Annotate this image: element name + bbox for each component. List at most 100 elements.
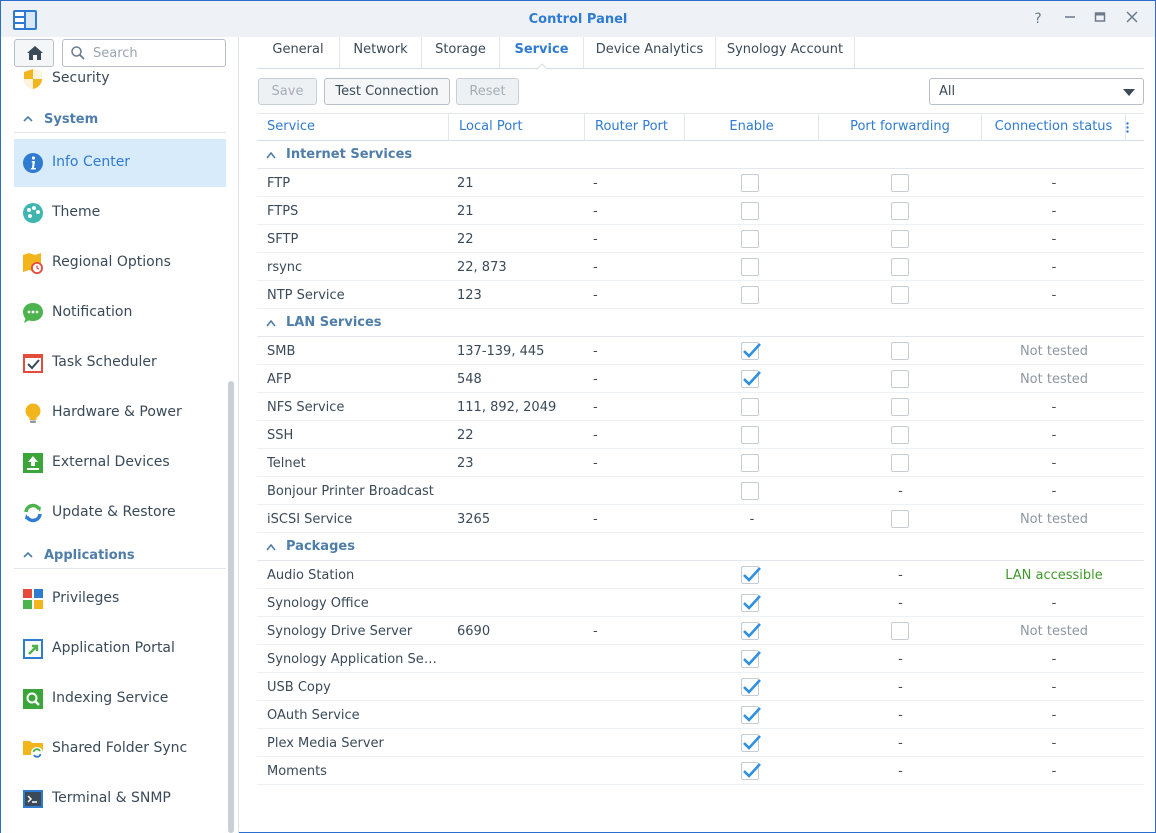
router-port-cell: -	[593, 204, 598, 219]
enable-checkbox[interactable]	[741, 258, 759, 276]
sidebar-item-regional-options[interactable]: Regional Options	[14, 239, 226, 287]
sidebar-item-theme[interactable]: Theme	[14, 189, 226, 237]
local-port-cell: 111, 892, 2049	[457, 400, 557, 415]
table-row[interactable]: Plex Media Server - -	[257, 729, 1144, 757]
search-input[interactable]	[93, 44, 218, 62]
enable-checkbox[interactable]	[741, 734, 761, 752]
enable-checkbox[interactable]	[741, 762, 761, 780]
enable-checkbox[interactable]	[741, 454, 759, 472]
test-connection-button[interactable]: Test Connection	[324, 78, 450, 105]
service-name-cell: iSCSI Service	[267, 512, 353, 527]
enable-checkbox[interactable]	[741, 286, 759, 304]
table-row[interactable]: FTPS 21 - -	[257, 197, 1144, 225]
table-row[interactable]: rsync 22, 873 - -	[257, 253, 1144, 281]
port-forwarding-checkbox[interactable]	[891, 202, 909, 220]
port-forwarding-checkbox[interactable]	[891, 370, 909, 388]
port-forwarding-checkbox[interactable]	[891, 454, 909, 472]
save-button[interactable]: Save	[258, 78, 317, 105]
title-bar: Control Panel ?	[1, 1, 1155, 37]
table-row[interactable]: AFP 548 - Not tested	[257, 365, 1144, 393]
sidebar-section-system[interactable]: System	[14, 109, 226, 133]
enable-checkbox[interactable]	[741, 594, 761, 612]
enable-checkbox[interactable]	[741, 230, 759, 248]
enable-checkbox[interactable]	[741, 678, 761, 696]
table-row[interactable]: Telnet 23 - -	[257, 449, 1144, 477]
enable-checkbox[interactable]	[741, 370, 761, 388]
enable-checkbox[interactable]	[741, 202, 759, 220]
port-forwarding-checkbox[interactable]	[891, 510, 909, 528]
minimize-icon[interactable]	[1060, 9, 1080, 29]
table-row[interactable]: FTP 21 - -	[257, 169, 1144, 197]
table-row[interactable]: Bonjour Printer Broadcast - -	[257, 477, 1144, 505]
sidebar-item-info-center[interactable]: Info Center	[14, 139, 226, 187]
home-button[interactable]	[14, 39, 54, 67]
column-header-router-port[interactable]: Router Port	[585, 114, 685, 141]
column-header-port-forwarding[interactable]: Port forwarding	[819, 114, 982, 141]
port-forwarding-checkbox[interactable]	[891, 622, 909, 640]
reset-button[interactable]: Reset	[456, 78, 519, 105]
port-forwarding-checkbox[interactable]	[891, 426, 909, 444]
table-row[interactable]: Synology Office - -	[257, 589, 1144, 617]
sidebar-item-terminal-snmp[interactable]: Terminal & SNMP	[14, 775, 226, 823]
column-header-local-port[interactable]: Local Port	[449, 114, 585, 141]
enable-checkbox[interactable]	[741, 566, 761, 584]
sidebar-item-indexing-service[interactable]: Indexing Service	[14, 675, 226, 723]
sidebar-item-update-restore[interactable]: Update & Restore	[14, 489, 226, 537]
sidebar-scrollbar[interactable]	[228, 381, 234, 833]
table-row[interactable]: Audio Station - LAN accessible	[257, 561, 1144, 589]
table-row[interactable]: USB Copy - -	[257, 673, 1144, 701]
sidebar-item-task-scheduler[interactable]: Task Scheduler	[14, 339, 226, 387]
help-icon[interactable]: ?	[1034, 11, 1042, 27]
port-forwarding-checkbox[interactable]	[891, 286, 909, 304]
sidebar-item-privileges[interactable]: Privileges	[14, 575, 226, 623]
column-header-service[interactable]: Service	[257, 114, 449, 141]
table-row[interactable]: SSH 22 - -	[257, 421, 1144, 449]
tab-synology-account[interactable]: Synology Account	[716, 37, 855, 68]
group-header-packages[interactable]: Packages	[257, 533, 1144, 561]
close-icon[interactable]	[1122, 9, 1142, 29]
group-header-internet-services[interactable]: Internet Services	[257, 141, 1144, 169]
table-row[interactable]: iSCSI Service 3265 - - Not tested	[257, 505, 1144, 533]
tab-device-analytics[interactable]: Device Analytics	[584, 37, 716, 68]
sidebar-item-application-portal[interactable]: Application Portal	[14, 625, 226, 673]
table-row[interactable]: NTP Service 123 - -	[257, 281, 1144, 309]
tab-storage[interactable]: Storage	[422, 37, 500, 68]
enable-checkbox[interactable]	[741, 482, 759, 500]
enable-checkbox[interactable]	[741, 174, 759, 192]
table-row[interactable]: SFTP 22 - -	[257, 225, 1144, 253]
enable-checkbox[interactable]	[741, 398, 759, 416]
table-row[interactable]: NFS Service 111, 892, 2049 - -	[257, 393, 1144, 421]
sidebar-item-notification[interactable]: Notification	[14, 289, 226, 337]
port-forwarding-checkbox[interactable]	[891, 342, 909, 360]
tab-service[interactable]: Service	[500, 37, 584, 68]
filter-dropdown[interactable]: All	[929, 78, 1144, 105]
enable-checkbox[interactable]	[741, 706, 761, 724]
connection-status-cell: -	[1051, 456, 1057, 471]
group-label: LAN Services	[286, 315, 382, 330]
sidebar-item-security[interactable]: Security	[14, 55, 226, 103]
sidebar-item-shared-folder-sync[interactable]: Shared Folder Sync	[14, 725, 226, 773]
table-row[interactable]: OAuth Service - -	[257, 701, 1144, 729]
sidebar-section-applications[interactable]: Applications	[14, 545, 226, 569]
enable-checkbox[interactable]	[741, 622, 761, 640]
port-forwarding-checkbox[interactable]	[891, 174, 909, 192]
enable-checkbox[interactable]	[741, 650, 761, 668]
column-menu-icon[interactable]	[1126, 122, 1129, 133]
port-forwarding-checkbox[interactable]	[891, 398, 909, 416]
tab-network[interactable]: Network	[340, 37, 422, 68]
group-header-lan-services[interactable]: LAN Services	[257, 309, 1144, 337]
table-row[interactable]: Synology Application Servi... - -	[257, 645, 1144, 673]
table-row[interactable]: Moments - -	[257, 757, 1144, 785]
sidebar-item-external-devices[interactable]: External Devices	[14, 439, 226, 487]
maximize-icon[interactable]	[1090, 9, 1110, 29]
sidebar-item-hardware-power[interactable]: Hardware & Power	[14, 389, 226, 437]
table-row[interactable]: SMB 137-139, 445 - Not tested	[257, 337, 1144, 365]
port-forwarding-checkbox[interactable]	[891, 258, 909, 276]
enable-checkbox[interactable]	[741, 426, 759, 444]
tab-general[interactable]: General	[257, 37, 340, 68]
table-row[interactable]: Synology Drive Server 6690 - Not tested	[257, 617, 1144, 645]
column-header-connection-status[interactable]: Connection status	[982, 114, 1126, 141]
enable-checkbox[interactable]	[741, 342, 761, 360]
port-forwarding-checkbox[interactable]	[891, 230, 909, 248]
column-header-enable[interactable]: Enable	[685, 114, 819, 141]
